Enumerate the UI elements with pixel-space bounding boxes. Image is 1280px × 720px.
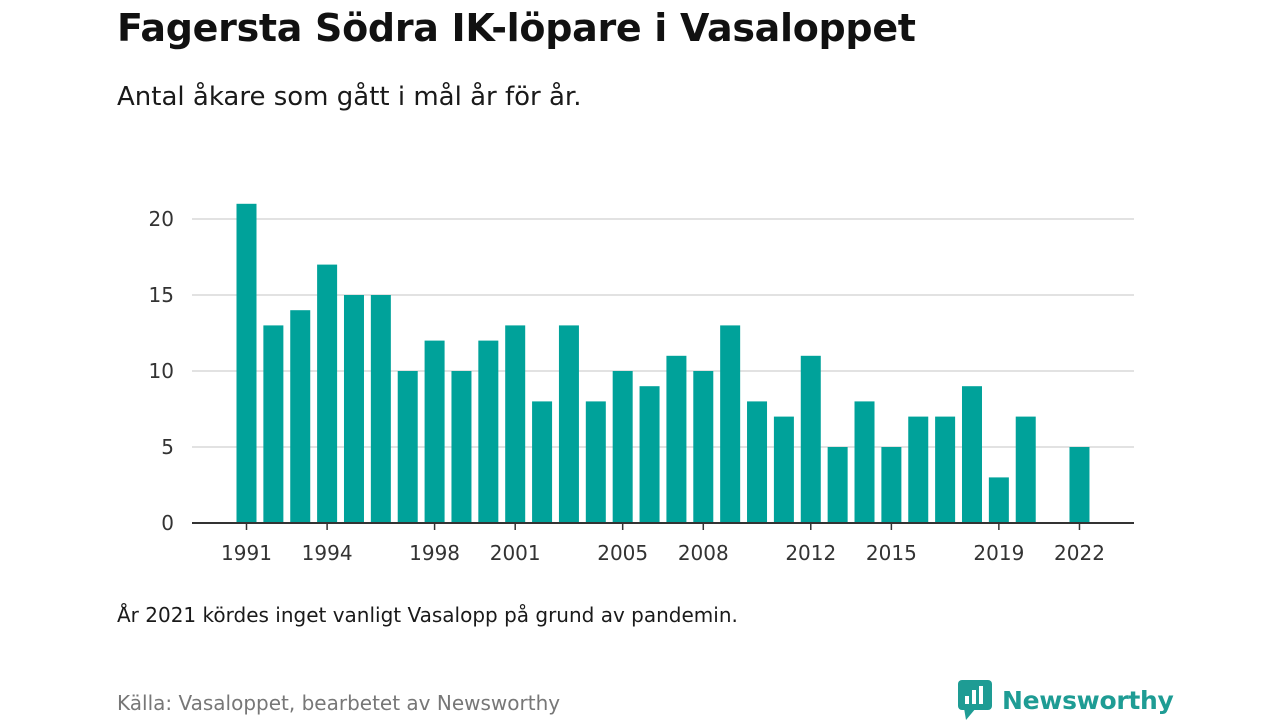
bar-2014	[854, 401, 875, 523]
bar-2001	[505, 325, 526, 523]
bar-1991	[236, 203, 257, 524]
bar-2005	[612, 371, 633, 523]
bar-2007	[666, 355, 687, 523]
y-tick-label: 20	[149, 207, 174, 231]
bar-2017	[935, 416, 956, 523]
source-text: Källa: Vasaloppet, bearbetet av Newswort…	[117, 691, 561, 715]
bar-1994	[317, 264, 338, 523]
bar-2010	[747, 401, 768, 523]
bar-1992	[263, 325, 284, 523]
bar-1997	[397, 371, 418, 523]
x-tick-label: 2022	[1054, 541, 1105, 565]
bar-2015	[881, 447, 902, 523]
bar-2011	[773, 416, 794, 523]
bar-2016	[908, 416, 929, 523]
x-tick-label: 2005	[597, 541, 648, 565]
chart-title: Fagersta Södra IK-löpare i Vasaloppet	[117, 6, 916, 50]
bar-2004	[585, 401, 606, 523]
bar-1995	[343, 295, 364, 523]
y-tick-label: 5	[161, 435, 174, 459]
bar-1999	[451, 371, 472, 523]
x-tick-label: 2012	[785, 541, 836, 565]
bars	[236, 203, 1090, 524]
bar-chart: 0 5 10 15 20 1991 1994 1998 2001 2005 2008 2012 2015…	[149, 203, 1134, 565]
x-tick-label: 1998	[409, 541, 460, 565]
bar-2006	[639, 386, 660, 523]
bar-2019	[988, 477, 1009, 523]
y-tick-label: 0	[161, 511, 174, 535]
bar-1993	[290, 310, 311, 523]
brand-name: Newsworthy	[1002, 685, 1174, 715]
newsworthy-logo-icon	[958, 680, 992, 720]
brand-logo: Newsworthy	[958, 680, 1174, 720]
chart-note: År 2021 kördes inget vanligt Vasalopp på…	[117, 603, 738, 627]
bar-2003	[558, 325, 579, 523]
bar-1998	[424, 340, 445, 523]
tick-labels: 0 5 10 15 20 1991 1994 1998 2001 2005 2008 2012 2015…	[149, 207, 1105, 565]
x-tick-label: 1994	[302, 541, 353, 565]
bar-2020	[1015, 416, 1036, 523]
bar-2008	[693, 371, 714, 523]
x-tick-label: 2001	[490, 541, 541, 565]
bar-2012	[800, 355, 821, 523]
x-tick-label: 1991	[221, 541, 272, 565]
y-tick-label: 15	[149, 283, 174, 307]
bar-2022	[1069, 447, 1090, 523]
bar-2018	[961, 386, 982, 523]
chart-subtitle: Antal åkare som gått i mål år för år.	[117, 82, 582, 112]
y-tick-label: 10	[149, 359, 174, 383]
bar-2000	[478, 340, 499, 523]
x-tick-label: 2015	[866, 541, 917, 565]
bar-1996	[370, 295, 391, 523]
bar-2009	[720, 325, 741, 523]
x-tick-label: 2008	[678, 541, 729, 565]
bar-2002	[532, 401, 553, 523]
x-tick-label: 2019	[973, 541, 1024, 565]
bar-2013	[827, 447, 848, 523]
axes	[192, 522, 1134, 530]
